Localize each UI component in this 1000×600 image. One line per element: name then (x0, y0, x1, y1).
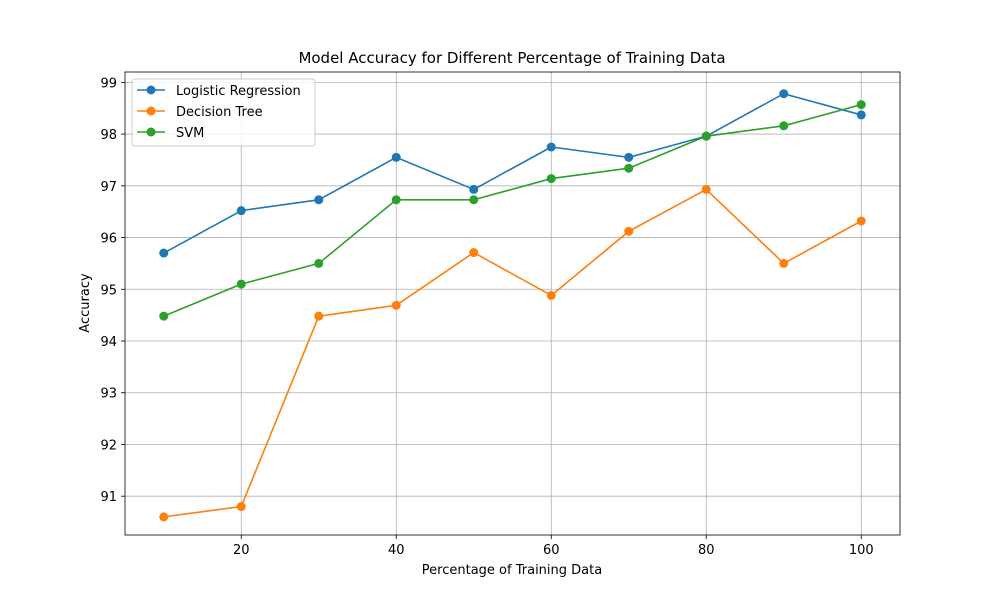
data-point-decision-tree (624, 226, 634, 236)
x-tick-label: 80 (698, 543, 715, 558)
y-tick-label: 94 (100, 335, 117, 350)
data-point-svm (701, 131, 711, 141)
data-point-svm (469, 195, 479, 205)
y-tick-label: 91 (100, 490, 117, 505)
data-point-logistic-regression (624, 152, 634, 162)
chart-title: Model Accuracy for Different Percentage … (298, 49, 725, 67)
data-point-decision-tree (469, 248, 479, 258)
data-point-logistic-regression (546, 142, 556, 152)
data-point-svm (546, 174, 556, 184)
plot-frame (124, 71, 901, 536)
data-point-decision-tree (159, 512, 169, 522)
series-line-logistic-regression (163, 92, 862, 254)
data-point-svm (236, 279, 246, 289)
legend: Logistic Regression Decision Tree SVM (131, 78, 316, 147)
data-point-logistic-regression (469, 184, 479, 194)
legend-marker-svm (146, 127, 156, 137)
grid (125, 72, 900, 535)
data-point-logistic-regression (779, 89, 789, 99)
series-line-decision-tree (163, 188, 862, 518)
y-tick-label: 98 (100, 128, 117, 143)
data-point-decision-tree (779, 258, 789, 268)
data-point-logistic-regression (391, 152, 401, 162)
y-tick-label: 97 (100, 180, 117, 195)
legend-label-logistic-regression: Logistic Regression (176, 84, 301, 99)
data-point-svm (856, 100, 866, 110)
x-tick-label: 20 (233, 543, 250, 558)
x-axis-ticks: 20 40 60 80 100 (233, 535, 874, 558)
y-tick-label: 95 (100, 283, 117, 298)
series-line-svm (163, 103, 862, 317)
data-point-svm (314, 258, 324, 268)
legend-label-decision-tree: Decision Tree (176, 105, 263, 120)
legend-marker-logistic-regression (146, 85, 156, 95)
data-point-logistic-regression (236, 206, 246, 216)
legend-box (131, 78, 316, 147)
y-tick-label: 93 (100, 387, 117, 402)
data-point-svm (779, 121, 789, 131)
data-point-decision-tree (856, 216, 866, 226)
legend-marker-decision-tree (146, 106, 156, 116)
data-point-decision-tree (314, 311, 324, 321)
data-point-svm (391, 195, 401, 205)
data-point-decision-tree (391, 300, 401, 310)
x-axis-label: Percentage of Training Data (422, 563, 602, 578)
series-layer (159, 89, 866, 522)
data-point-logistic-regression (856, 110, 866, 120)
y-tick-label: 96 (100, 232, 117, 247)
data-point-decision-tree (546, 290, 556, 300)
data-point-decision-tree (236, 502, 246, 512)
data-point-svm (624, 163, 634, 173)
data-point-svm (159, 311, 169, 321)
y-axis-label: Accuracy (78, 273, 93, 333)
legend-label-svm: SVM (176, 126, 204, 141)
data-point-logistic-regression (159, 248, 169, 258)
y-axis-ticks: 91 92 93 94 95 96 97 98 99 (100, 76, 125, 505)
x-tick-label: 40 (388, 543, 405, 558)
y-tick-label: 99 (100, 76, 117, 91)
x-tick-label: 100 (849, 543, 874, 558)
y-tick-label: 92 (100, 438, 117, 453)
data-point-decision-tree (701, 184, 711, 194)
data-point-logistic-regression (314, 195, 324, 205)
x-tick-label: 60 (543, 543, 560, 558)
